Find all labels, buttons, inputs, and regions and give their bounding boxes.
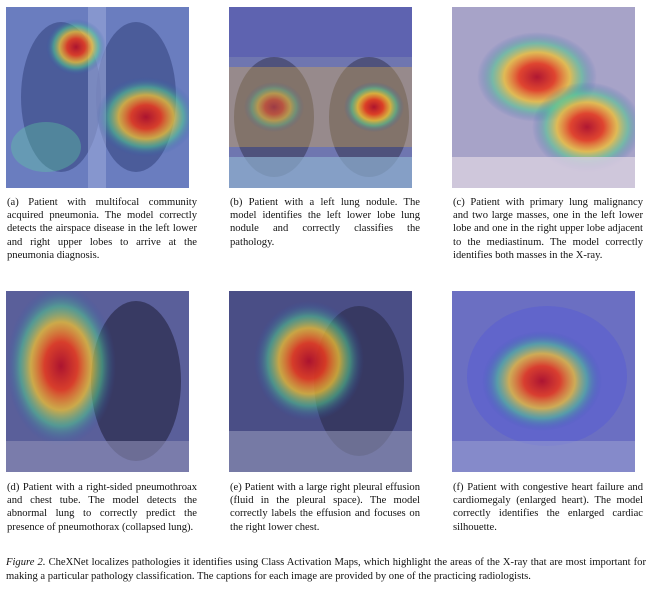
caption-a: (a) Patient with multifocal community ac…	[7, 197, 197, 261]
caption-b: (b) Patient with a left lung nodule. The…	[230, 197, 420, 248]
figure-text: CheXNet localizes pathologies it identif…	[6, 557, 646, 583]
xray-image-a	[6, 7, 189, 188]
caption-d: (d) Patient with a right-sided pneumothr…	[7, 482, 197, 533]
xray-image-f	[452, 291, 635, 472]
caption-e: (e) Patient with a large right pleural e…	[230, 482, 420, 533]
xray-image-d	[6, 291, 189, 472]
xray-image-c	[452, 7, 635, 188]
xray-image-b	[229, 7, 412, 188]
caption-f: (f) Patient with congestive heart failur…	[453, 482, 643, 533]
figure-caption: Figure 2. CheXNet localizes pathologies …	[6, 556, 646, 584]
figure-label: Figure 2.	[6, 557, 46, 568]
caption-c: (c) Patient with primary lung malignancy…	[453, 197, 643, 261]
xray-image-e	[229, 291, 412, 472]
